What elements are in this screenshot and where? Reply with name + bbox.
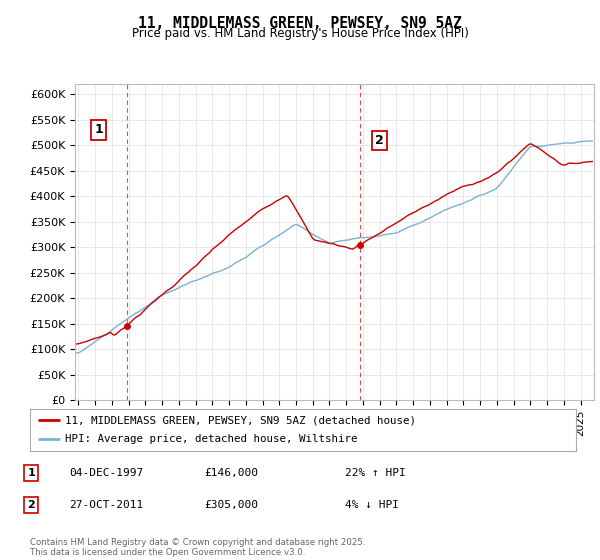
Text: HPI: Average price, detached house, Wiltshire: HPI: Average price, detached house, Wilt… bbox=[65, 435, 358, 445]
Text: 22% ↑ HPI: 22% ↑ HPI bbox=[345, 468, 406, 478]
Text: 2: 2 bbox=[28, 500, 35, 510]
Text: 4% ↓ HPI: 4% ↓ HPI bbox=[345, 500, 399, 510]
Text: Price paid vs. HM Land Registry's House Price Index (HPI): Price paid vs. HM Land Registry's House … bbox=[131, 27, 469, 40]
Text: £146,000: £146,000 bbox=[204, 468, 258, 478]
Text: 1: 1 bbox=[94, 123, 103, 137]
Text: 11, MIDDLEMASS GREEN, PEWSEY, SN9 5AZ (detached house): 11, MIDDLEMASS GREEN, PEWSEY, SN9 5AZ (d… bbox=[65, 415, 416, 425]
Text: Contains HM Land Registry data © Crown copyright and database right 2025.
This d: Contains HM Land Registry data © Crown c… bbox=[30, 538, 365, 557]
Text: 2: 2 bbox=[376, 134, 384, 147]
Text: 1: 1 bbox=[28, 468, 35, 478]
Text: £305,000: £305,000 bbox=[204, 500, 258, 510]
Text: 11, MIDDLEMASS GREEN, PEWSEY, SN9 5AZ: 11, MIDDLEMASS GREEN, PEWSEY, SN9 5AZ bbox=[138, 16, 462, 31]
Text: 04-DEC-1997: 04-DEC-1997 bbox=[69, 468, 143, 478]
Text: 27-OCT-2011: 27-OCT-2011 bbox=[69, 500, 143, 510]
